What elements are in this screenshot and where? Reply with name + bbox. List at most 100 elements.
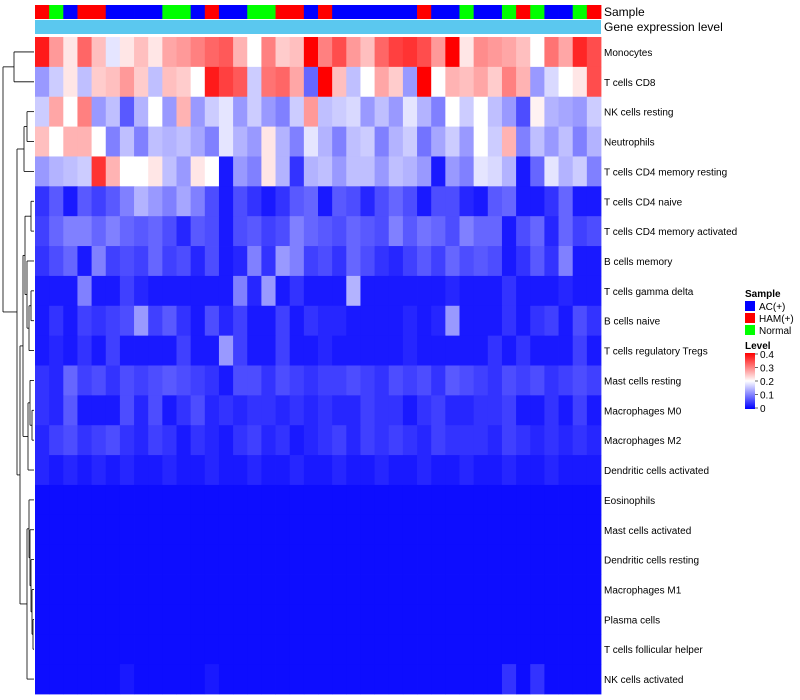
heatmap-cell bbox=[63, 574, 78, 605]
row-label: T cells CD8 bbox=[604, 78, 656, 89]
heatmap-cell bbox=[49, 275, 64, 307]
sample-cell bbox=[516, 5, 531, 19]
heatmap-cell bbox=[162, 455, 177, 486]
heatmap-cell bbox=[119, 37, 135, 68]
heatmap-cell bbox=[289, 275, 305, 307]
heatmap-cell bbox=[558, 216, 574, 247]
sample-cell bbox=[346, 5, 361, 19]
heatmap-cell bbox=[360, 37, 375, 68]
heatmap-cell bbox=[105, 604, 121, 635]
heatmap-cell bbox=[119, 66, 135, 98]
sample-annotation-bar bbox=[35, 5, 602, 19]
heatmap-cell bbox=[346, 275, 361, 307]
heatmap-cell bbox=[134, 574, 149, 605]
heatmap-cell bbox=[303, 275, 319, 307]
heatmap-cell bbox=[445, 126, 460, 157]
heatmap-cell bbox=[346, 664, 361, 695]
heatmap-cell bbox=[275, 634, 291, 665]
heatmap-cell bbox=[190, 335, 206, 366]
sample-annotation-title: Sample bbox=[604, 5, 645, 19]
heatmap-cell bbox=[417, 574, 432, 605]
heatmap-cell bbox=[261, 96, 276, 127]
heatmap-cell bbox=[247, 664, 262, 695]
heatmap-cell bbox=[402, 96, 418, 127]
heatmap-cell bbox=[162, 156, 177, 187]
heatmap-cell bbox=[233, 246, 248, 277]
heatmap-cell bbox=[360, 126, 375, 157]
heatmap-cell bbox=[63, 395, 78, 426]
heatmap-cell bbox=[586, 484, 602, 516]
heatmap-cell bbox=[162, 186, 177, 217]
heatmap-cell bbox=[318, 425, 333, 456]
heatmap-cell bbox=[91, 484, 107, 516]
heatmap-cell bbox=[318, 604, 333, 635]
heatmap-cell bbox=[162, 275, 177, 307]
heatmap-cell bbox=[105, 425, 121, 456]
heatmap-cell bbox=[572, 395, 588, 426]
heatmap-cell bbox=[360, 484, 375, 516]
heatmap-cell bbox=[388, 335, 404, 366]
heatmap-cell bbox=[247, 484, 262, 516]
heatmap-cell bbox=[176, 455, 192, 486]
heatmap-cell bbox=[275, 126, 291, 157]
heatmap-cell bbox=[233, 664, 248, 695]
heatmap-cell bbox=[275, 484, 291, 516]
heatmap-cell bbox=[233, 365, 248, 396]
heatmap-cell bbox=[91, 335, 107, 366]
heatmap-cell bbox=[261, 216, 276, 247]
heatmap-cell bbox=[134, 156, 149, 187]
heatmap-cell bbox=[176, 186, 192, 217]
heatmap-cell bbox=[417, 37, 432, 68]
heatmap-cell bbox=[247, 604, 262, 635]
heatmap-cell bbox=[445, 574, 460, 605]
sample-cell bbox=[530, 5, 545, 19]
heatmap-cell bbox=[91, 544, 107, 575]
heatmap-cell bbox=[318, 455, 333, 486]
heatmap-cell bbox=[346, 484, 361, 516]
heatmap-cell bbox=[233, 335, 248, 366]
heatmap-cell bbox=[572, 96, 588, 127]
heatmap-cell bbox=[431, 66, 446, 98]
heatmap-cell bbox=[261, 425, 276, 456]
heatmap-cell bbox=[176, 246, 192, 277]
heatmap-cell bbox=[204, 246, 220, 277]
heatmap-cell bbox=[119, 395, 135, 426]
heatmap-cell bbox=[105, 514, 121, 546]
heatmap-cell bbox=[318, 544, 333, 575]
heatmap-cell bbox=[417, 484, 432, 516]
heatmap-cell bbox=[374, 634, 390, 665]
heatmap-cell bbox=[91, 66, 107, 98]
heatmap-cell bbox=[218, 305, 234, 337]
heatmap-cell bbox=[530, 574, 545, 605]
heatmap-cell bbox=[77, 365, 92, 396]
heatmap-cell bbox=[530, 96, 545, 127]
heatmap-cell bbox=[501, 66, 517, 98]
heatmap-cell bbox=[360, 216, 375, 247]
heatmap-cell bbox=[275, 156, 291, 187]
heatmap-cell bbox=[134, 365, 149, 396]
heatmap-cell bbox=[459, 37, 475, 68]
heatmap-cell bbox=[204, 365, 220, 396]
heatmap-cell bbox=[218, 275, 234, 307]
heatmap-cell bbox=[431, 395, 446, 426]
heatmap-cell bbox=[516, 246, 531, 277]
heatmap-cell bbox=[501, 126, 517, 157]
row-label: Eosinophils bbox=[604, 496, 655, 507]
heatmap-cell bbox=[530, 484, 545, 516]
heatmap-cell bbox=[49, 484, 64, 516]
heatmap-cell bbox=[176, 664, 192, 695]
heatmap-cell bbox=[162, 37, 177, 68]
heatmap-cell bbox=[247, 66, 262, 98]
heatmap-cells bbox=[35, 37, 602, 695]
heatmap-cell bbox=[77, 514, 92, 546]
heatmap-cell bbox=[388, 634, 404, 665]
heatmap-cell bbox=[459, 455, 475, 486]
heatmap-cell bbox=[544, 305, 559, 337]
heatmap-cell bbox=[346, 156, 361, 187]
heatmap-cell bbox=[473, 96, 489, 127]
heatmap-cell bbox=[176, 156, 192, 187]
heatmap-cell bbox=[218, 126, 234, 157]
heatmap-cell bbox=[176, 574, 192, 605]
heatmap-cell bbox=[247, 395, 262, 426]
